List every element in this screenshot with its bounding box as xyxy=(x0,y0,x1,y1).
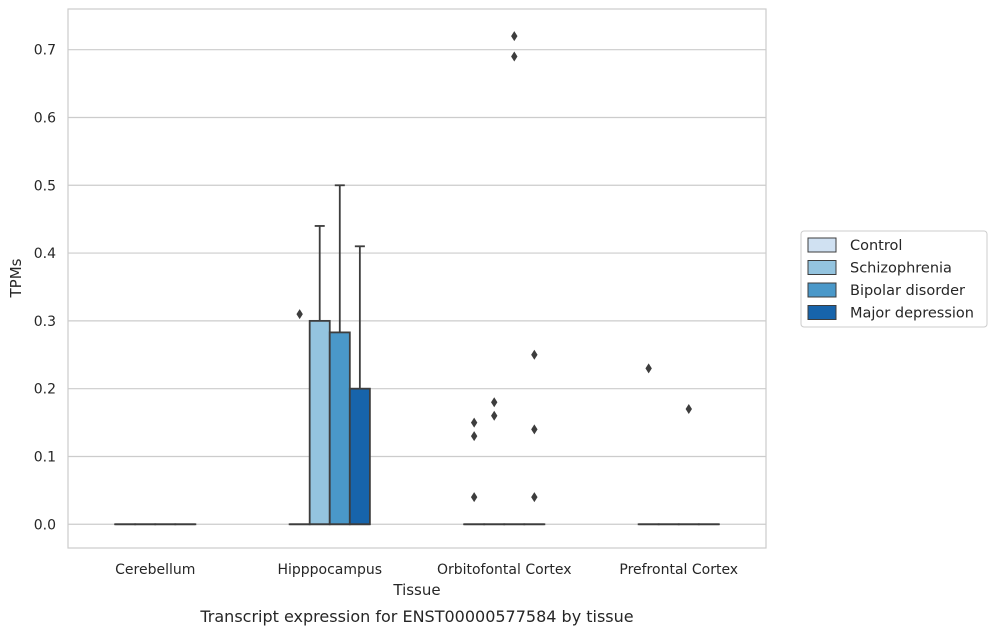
y-tick-label: 0.0 xyxy=(34,517,56,533)
x-tick-label: Hipppocampus xyxy=(277,562,382,578)
x-tick-label: Cerebellum xyxy=(115,562,195,578)
outlier-point xyxy=(491,410,498,421)
outlier-point xyxy=(491,397,498,408)
box-bipolar-disorder xyxy=(328,184,351,526)
legend-label: Bipolar disorder xyxy=(850,283,965,299)
box-schizophrenia xyxy=(483,397,506,526)
legend: Control Schizophrenia Bipolar disorder Majo… xyxy=(800,230,988,328)
legend-label: Control xyxy=(850,238,902,254)
outlier-point xyxy=(296,309,303,320)
box-control xyxy=(637,363,660,526)
legend-swatch xyxy=(807,237,837,253)
box-control xyxy=(288,309,311,526)
y-tick-label: 0.6 xyxy=(34,110,56,126)
y-tick-label: 0.7 xyxy=(34,43,56,59)
legend-swatch xyxy=(807,305,837,320)
y-tick-label: 0.4 xyxy=(34,246,56,262)
box-layer xyxy=(114,31,720,526)
outlier-point xyxy=(531,349,538,360)
legend-label: Major depression xyxy=(850,306,974,322)
gridlines xyxy=(68,49,766,525)
y-tick-label: 0.2 xyxy=(34,382,56,398)
y-axis-label: TPMs xyxy=(7,258,25,298)
box-bipolar-disorder xyxy=(503,31,526,526)
box-control xyxy=(463,417,486,526)
outlier-point xyxy=(531,424,538,435)
legend-label: Schizophrenia xyxy=(850,261,952,277)
plot-frame xyxy=(67,8,767,549)
x-tick-labels: Cerebellum Hipppocampus Orbitofontal Corte… xyxy=(115,562,738,578)
y-tick-labels: 0.0 0.1 0.2 0.3 0.4 0.5 0.6 0.7 xyxy=(34,43,56,534)
y-tick-label: 0.3 xyxy=(34,314,56,330)
outlier-point xyxy=(531,492,538,503)
y-tick-label: 0.1 xyxy=(34,449,56,465)
outlier-point xyxy=(645,363,652,374)
legend-swatch xyxy=(807,282,837,298)
outlier-point xyxy=(685,404,692,415)
box-body xyxy=(308,319,331,526)
box-schizophrenia xyxy=(308,225,331,526)
x-tick-label: Orbitofontal Cortex xyxy=(437,562,572,578)
y-tick-label: 0.5 xyxy=(34,178,56,194)
x-tick-label: Prefrontal Cortex xyxy=(619,562,738,578)
x-axis-label: Tissue xyxy=(392,581,440,599)
box-major-depression xyxy=(348,245,371,526)
box-bipolar-disorder xyxy=(677,404,700,526)
chart-caption: Transcript expression for ENST0000057758… xyxy=(199,607,633,626)
outlier-point xyxy=(470,431,478,442)
box-body xyxy=(348,387,371,526)
outlier-point xyxy=(470,417,478,428)
legend-swatch xyxy=(807,260,837,275)
outlier-point xyxy=(511,51,518,62)
box-major-depression xyxy=(523,349,546,526)
box-body xyxy=(328,331,351,526)
outlier-point xyxy=(470,492,478,503)
legend-frame xyxy=(800,230,988,328)
outlier-point xyxy=(511,31,518,42)
